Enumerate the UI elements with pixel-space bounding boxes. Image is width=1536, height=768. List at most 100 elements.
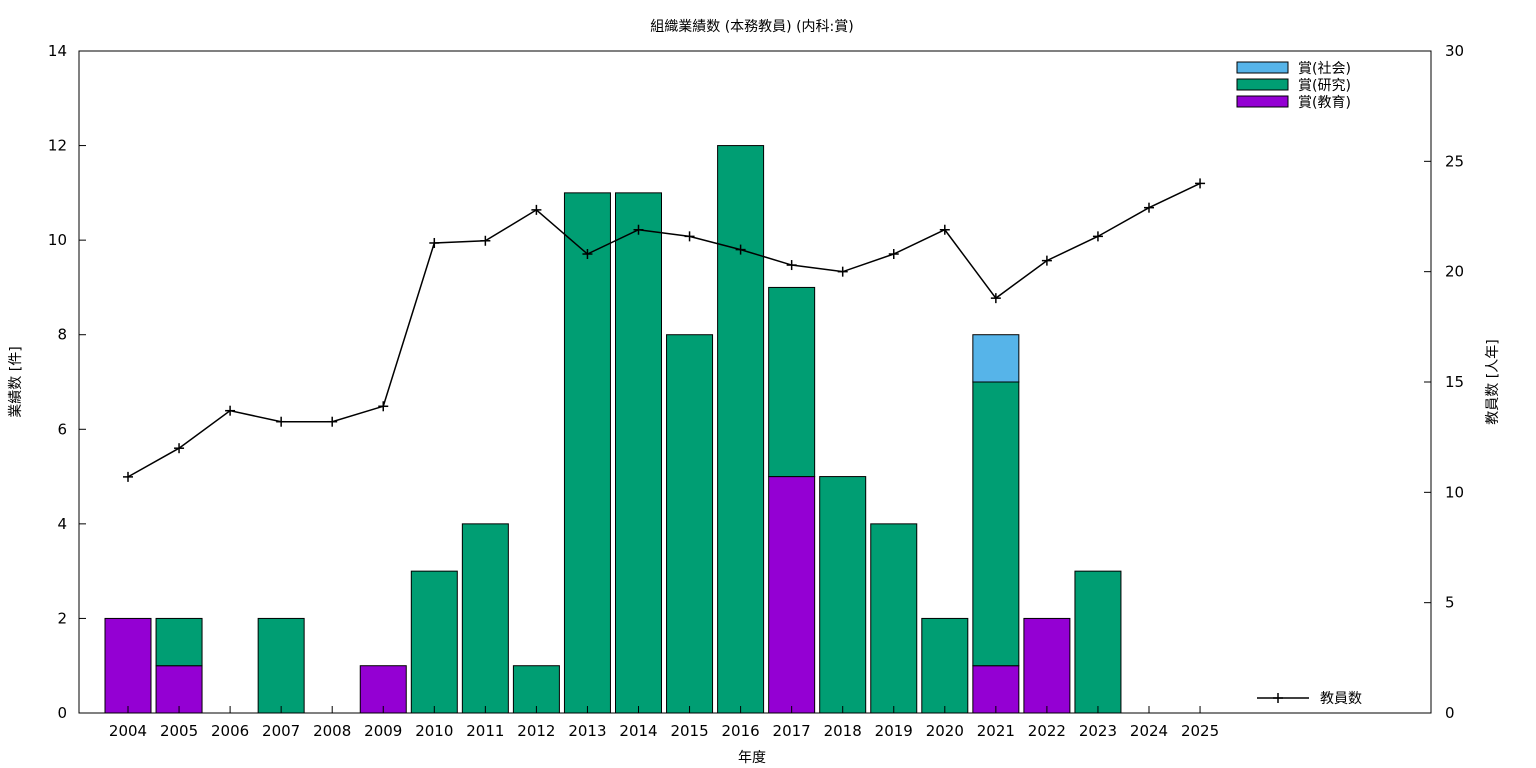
line-point-2009 [378, 401, 389, 412]
x-tick-label: 2014 [619, 722, 657, 740]
line-point-2019 [888, 249, 899, 260]
line-point-2020 [939, 224, 950, 235]
y-tick-label: 10 [48, 231, 67, 249]
x-tick-label: 2025 [1181, 722, 1219, 740]
y2-tick-label: 25 [1445, 152, 1464, 170]
bar-2019 [870, 523, 918, 714]
x-tick-label: 2022 [1028, 722, 1066, 740]
y2-tick-label: 30 [1445, 42, 1464, 60]
y-axis-label: 業績数 [件] [8, 346, 24, 417]
x-tick-label: 2005 [160, 722, 198, 740]
y2-axis-label: 教員数 [人年] [1485, 339, 1501, 424]
y2-tick-label: 20 [1445, 263, 1464, 281]
line-point-2006 [225, 405, 236, 416]
line-point-2007 [276, 416, 287, 427]
bar-2021 [972, 381, 1020, 667]
legend-label: 賞(社会) [1298, 61, 1351, 77]
x-tick-label: 2016 [722, 722, 760, 740]
line-point-2014 [633, 224, 644, 235]
bar-2018 [819, 476, 867, 714]
line-point-2017 [786, 260, 797, 271]
x-tick-label: 2015 [670, 722, 708, 740]
bar-2005 [155, 665, 203, 714]
y-tick-label: 14 [48, 42, 67, 60]
x-tick-label: 2004 [109, 722, 147, 740]
x-tick-label: 2010 [415, 722, 453, 740]
x-tick-label: 2017 [773, 722, 811, 740]
x-tick-label: 2013 [568, 722, 606, 740]
legend-label: 賞(教育) [1298, 95, 1351, 111]
line-point-2016 [735, 244, 746, 255]
y2-tick-label: 5 [1445, 594, 1455, 612]
axis-ticks: 0 2 4 6 8 10 12 14 0 5 10 15 20 25 30 [48, 42, 1464, 722]
x-tick-label: 2021 [977, 722, 1015, 740]
line-point-2022 [1041, 255, 1052, 266]
x-tick-label: 2008 [313, 722, 351, 740]
line-point-2010 [429, 237, 440, 248]
bar-2023 [1074, 570, 1122, 714]
bar-2022 [1023, 617, 1071, 714]
bar-2015 [666, 334, 714, 714]
line-point-2008 [327, 416, 338, 427]
bar-2017 [768, 476, 816, 714]
legend-line-label: 教員数 [1320, 691, 1362, 707]
bar-2011 [461, 523, 509, 714]
legend: 賞(社会)賞(研究)賞(教育) 教員数 [1236, 61, 1362, 707]
bar-2021 [972, 334, 1020, 383]
bar-2012 [512, 665, 560, 714]
plot-frame [78, 50, 1432, 714]
line-point-2025 [1195, 178, 1206, 189]
line-path [127, 182, 1201, 478]
bar-2005 [155, 617, 203, 667]
bar-2007 [257, 617, 305, 714]
y-tick-label: 0 [57, 704, 67, 722]
x-tick-label: 2024 [1130, 722, 1168, 740]
x-tick-label: 2007 [262, 722, 300, 740]
line-point-2018 [837, 266, 848, 277]
bars [104, 145, 1122, 714]
x-tick-label: 2023 [1079, 722, 1117, 740]
legend-label: 賞(研究) [1298, 78, 1351, 94]
line-point-2012 [531, 204, 542, 215]
legend-swatch [1236, 78, 1289, 91]
bar-2013 [563, 192, 611, 714]
line-point-2024 [1144, 202, 1154, 213]
legend-swatch [1236, 61, 1289, 74]
y2-tick-label: 15 [1445, 373, 1464, 391]
bar-2004 [104, 617, 152, 714]
bar-2021 [972, 665, 1020, 714]
line-point-2023 [1092, 231, 1103, 242]
x-tick-label: 2009 [364, 722, 402, 740]
x-tick-label: 2011 [466, 722, 504, 740]
x-tick-labels: 2004 2005 2006 2007 2008 2009 2010 2011 2012 2013… [109, 706, 1219, 740]
x-tick-label: 2012 [517, 722, 555, 740]
y-tick-label: 6 [57, 420, 67, 438]
line-point-2021 [990, 293, 1001, 304]
y-tick-label: 8 [57, 326, 67, 344]
bar-2017 [768, 286, 816, 478]
bar-2020 [921, 617, 969, 714]
bar-2016 [717, 145, 765, 714]
bar-2009 [359, 665, 407, 714]
y2-tick-label: 0 [1445, 704, 1455, 722]
x-tick-label: 2020 [926, 722, 964, 740]
x-tick-label: 2018 [824, 722, 862, 740]
chart-title: 組織業績数 (本務教員) (内科:賞) [650, 19, 853, 35]
bar-2014 [615, 192, 662, 714]
line-point-2013 [582, 249, 593, 260]
x-tick-label: 2006 [211, 722, 249, 740]
y-tick-label: 4 [57, 515, 67, 533]
x-tick-label: 2019 [875, 722, 913, 740]
teacher-count-line [123, 178, 1206, 482]
bar-2010 [410, 570, 458, 714]
y-tick-label: 12 [48, 137, 67, 155]
line-point-2015 [684, 231, 695, 242]
y-tick-label: 2 [57, 609, 67, 627]
line-point-2004 [123, 471, 133, 482]
line-point-2005 [174, 443, 185, 454]
legend-swatch [1236, 95, 1289, 108]
y2-tick-label: 10 [1445, 483, 1464, 501]
x-axis-label: 年度 [738, 750, 766, 766]
line-point-2011 [480, 235, 491, 246]
